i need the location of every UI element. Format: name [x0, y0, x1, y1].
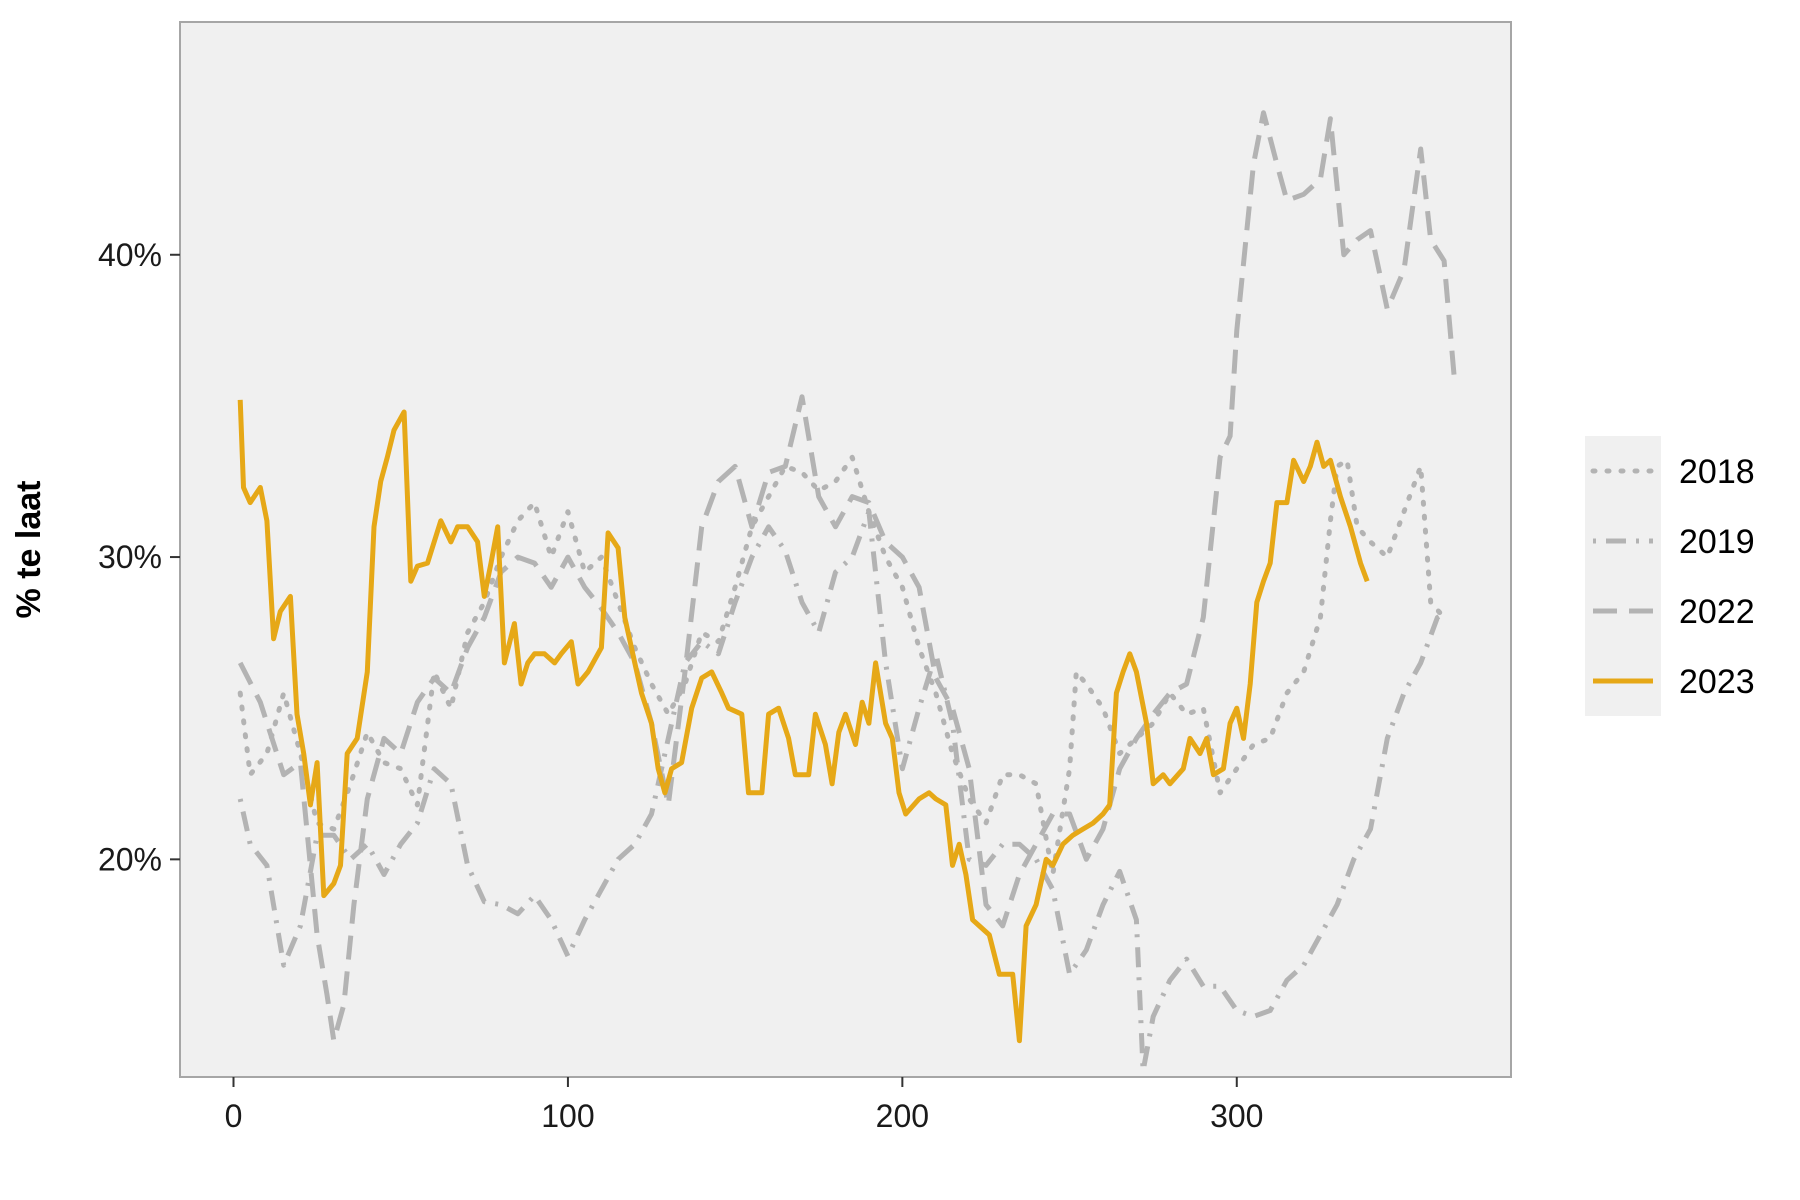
series-line-2019 [237, 509, 1449, 1074]
legend: 2018 2019 2022 2023 [1585, 436, 1755, 716]
x-axis: 0 100 200 300 [225, 1077, 1263, 1134]
x-tick-label: 200 [876, 1098, 929, 1134]
y-tick-label: 30% [98, 539, 162, 575]
series-layer [237, 110, 1457, 1074]
panel-background [179, 21, 1512, 1078]
legend-label-2019: 2019 [1679, 523, 1755, 561]
series-line-2023 [237, 399, 1370, 1044]
series-line-2022 [237, 110, 1457, 1044]
y-axis: 20% 30% 40% [98, 237, 180, 877]
y-axis-title: % te laat [10, 481, 48, 619]
x-tick-label: 300 [1210, 1098, 1263, 1134]
legend-background [1585, 436, 1661, 716]
y-tick-label: 20% [98, 841, 162, 877]
legend-label-2023: 2023 [1679, 663, 1755, 701]
x-tick-label: 0 [225, 1098, 243, 1134]
x-tick-label: 100 [541, 1098, 594, 1134]
legend-label-2018: 2018 [1679, 453, 1755, 491]
y-tick-label: 40% [98, 237, 162, 273]
legend-label-2022: 2022 [1679, 593, 1755, 631]
